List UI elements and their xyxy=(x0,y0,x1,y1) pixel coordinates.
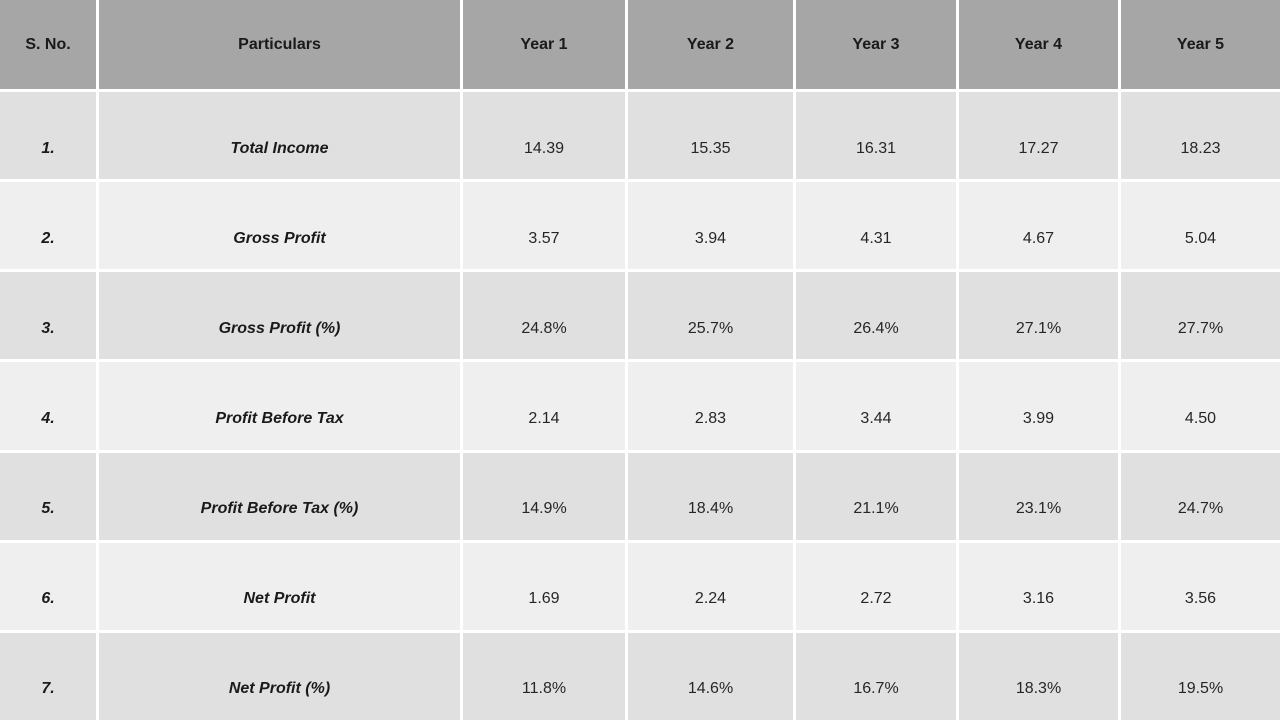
value-cell: 3.94 xyxy=(628,182,793,270)
particulars-cell: Profit Before Tax (%) xyxy=(99,452,460,540)
value-cell: 4.31 xyxy=(796,182,956,270)
particulars-cell: Profit Before Tax xyxy=(99,362,460,450)
sno-cell: 7. xyxy=(0,632,96,720)
value-cell: 4.67 xyxy=(959,182,1118,270)
value-cell: 14.39 xyxy=(463,92,625,180)
value-cell: 16.7% xyxy=(796,632,956,720)
value-cell: 18.3% xyxy=(959,632,1118,720)
sno-cell: 1. xyxy=(0,92,96,180)
particulars-cell: Net Profit (%) xyxy=(99,632,460,720)
particulars-cell: Total Income xyxy=(99,92,460,180)
value-cell: 23.1% xyxy=(959,452,1118,540)
value-cell: 17.27 xyxy=(959,92,1118,180)
header-cell-s-no: S. No. xyxy=(0,0,96,89)
value-cell: 26.4% xyxy=(796,272,956,360)
value-cell: 3.16 xyxy=(959,542,1118,630)
value-cell: 27.7% xyxy=(1121,272,1280,360)
sno-cell: 4. xyxy=(0,362,96,450)
value-cell: 5.04 xyxy=(1121,182,1280,270)
sno-cell: 3. xyxy=(0,272,96,360)
value-cell: 3.57 xyxy=(463,182,625,270)
value-cell: 21.1% xyxy=(796,452,956,540)
value-cell: 15.35 xyxy=(628,92,793,180)
value-cell: 3.44 xyxy=(796,362,956,450)
particulars-cell: Gross Profit xyxy=(99,182,460,270)
value-cell: 3.56 xyxy=(1121,542,1280,630)
value-cell: 27.1% xyxy=(959,272,1118,360)
sno-cell: 6. xyxy=(0,542,96,630)
value-cell: 16.31 xyxy=(796,92,956,180)
value-cell: 11.8% xyxy=(463,632,625,720)
value-cell: 1.69 xyxy=(463,542,625,630)
value-cell: 2.24 xyxy=(628,542,793,630)
particulars-cell: Gross Profit (%) xyxy=(99,272,460,360)
header-cell-year-1: Year 1 xyxy=(463,0,625,89)
sno-cell: 5. xyxy=(0,452,96,540)
value-cell: 19.5% xyxy=(1121,632,1280,720)
value-cell: 2.83 xyxy=(628,362,793,450)
value-cell: 2.14 xyxy=(463,362,625,450)
value-cell: 3.99 xyxy=(959,362,1118,450)
value-cell: 24.7% xyxy=(1121,452,1280,540)
header-cell-year-5: Year 5 xyxy=(1121,0,1280,89)
particulars-cell: Net Profit xyxy=(99,542,460,630)
value-cell: 14.9% xyxy=(463,452,625,540)
header-cell-year-2: Year 2 xyxy=(628,0,793,89)
header-cell-year-4: Year 4 xyxy=(959,0,1118,89)
value-cell: 14.6% xyxy=(628,632,793,720)
value-cell: 24.8% xyxy=(463,272,625,360)
value-cell: 2.72 xyxy=(796,542,956,630)
header-cell-particulars: Particulars xyxy=(99,0,460,89)
value-cell: 18.23 xyxy=(1121,92,1280,180)
value-cell: 18.4% xyxy=(628,452,793,540)
value-cell: 4.50 xyxy=(1121,362,1280,450)
header-cell-year-3: Year 3 xyxy=(796,0,956,89)
sno-cell: 2. xyxy=(0,182,96,270)
value-cell: 25.7% xyxy=(628,272,793,360)
